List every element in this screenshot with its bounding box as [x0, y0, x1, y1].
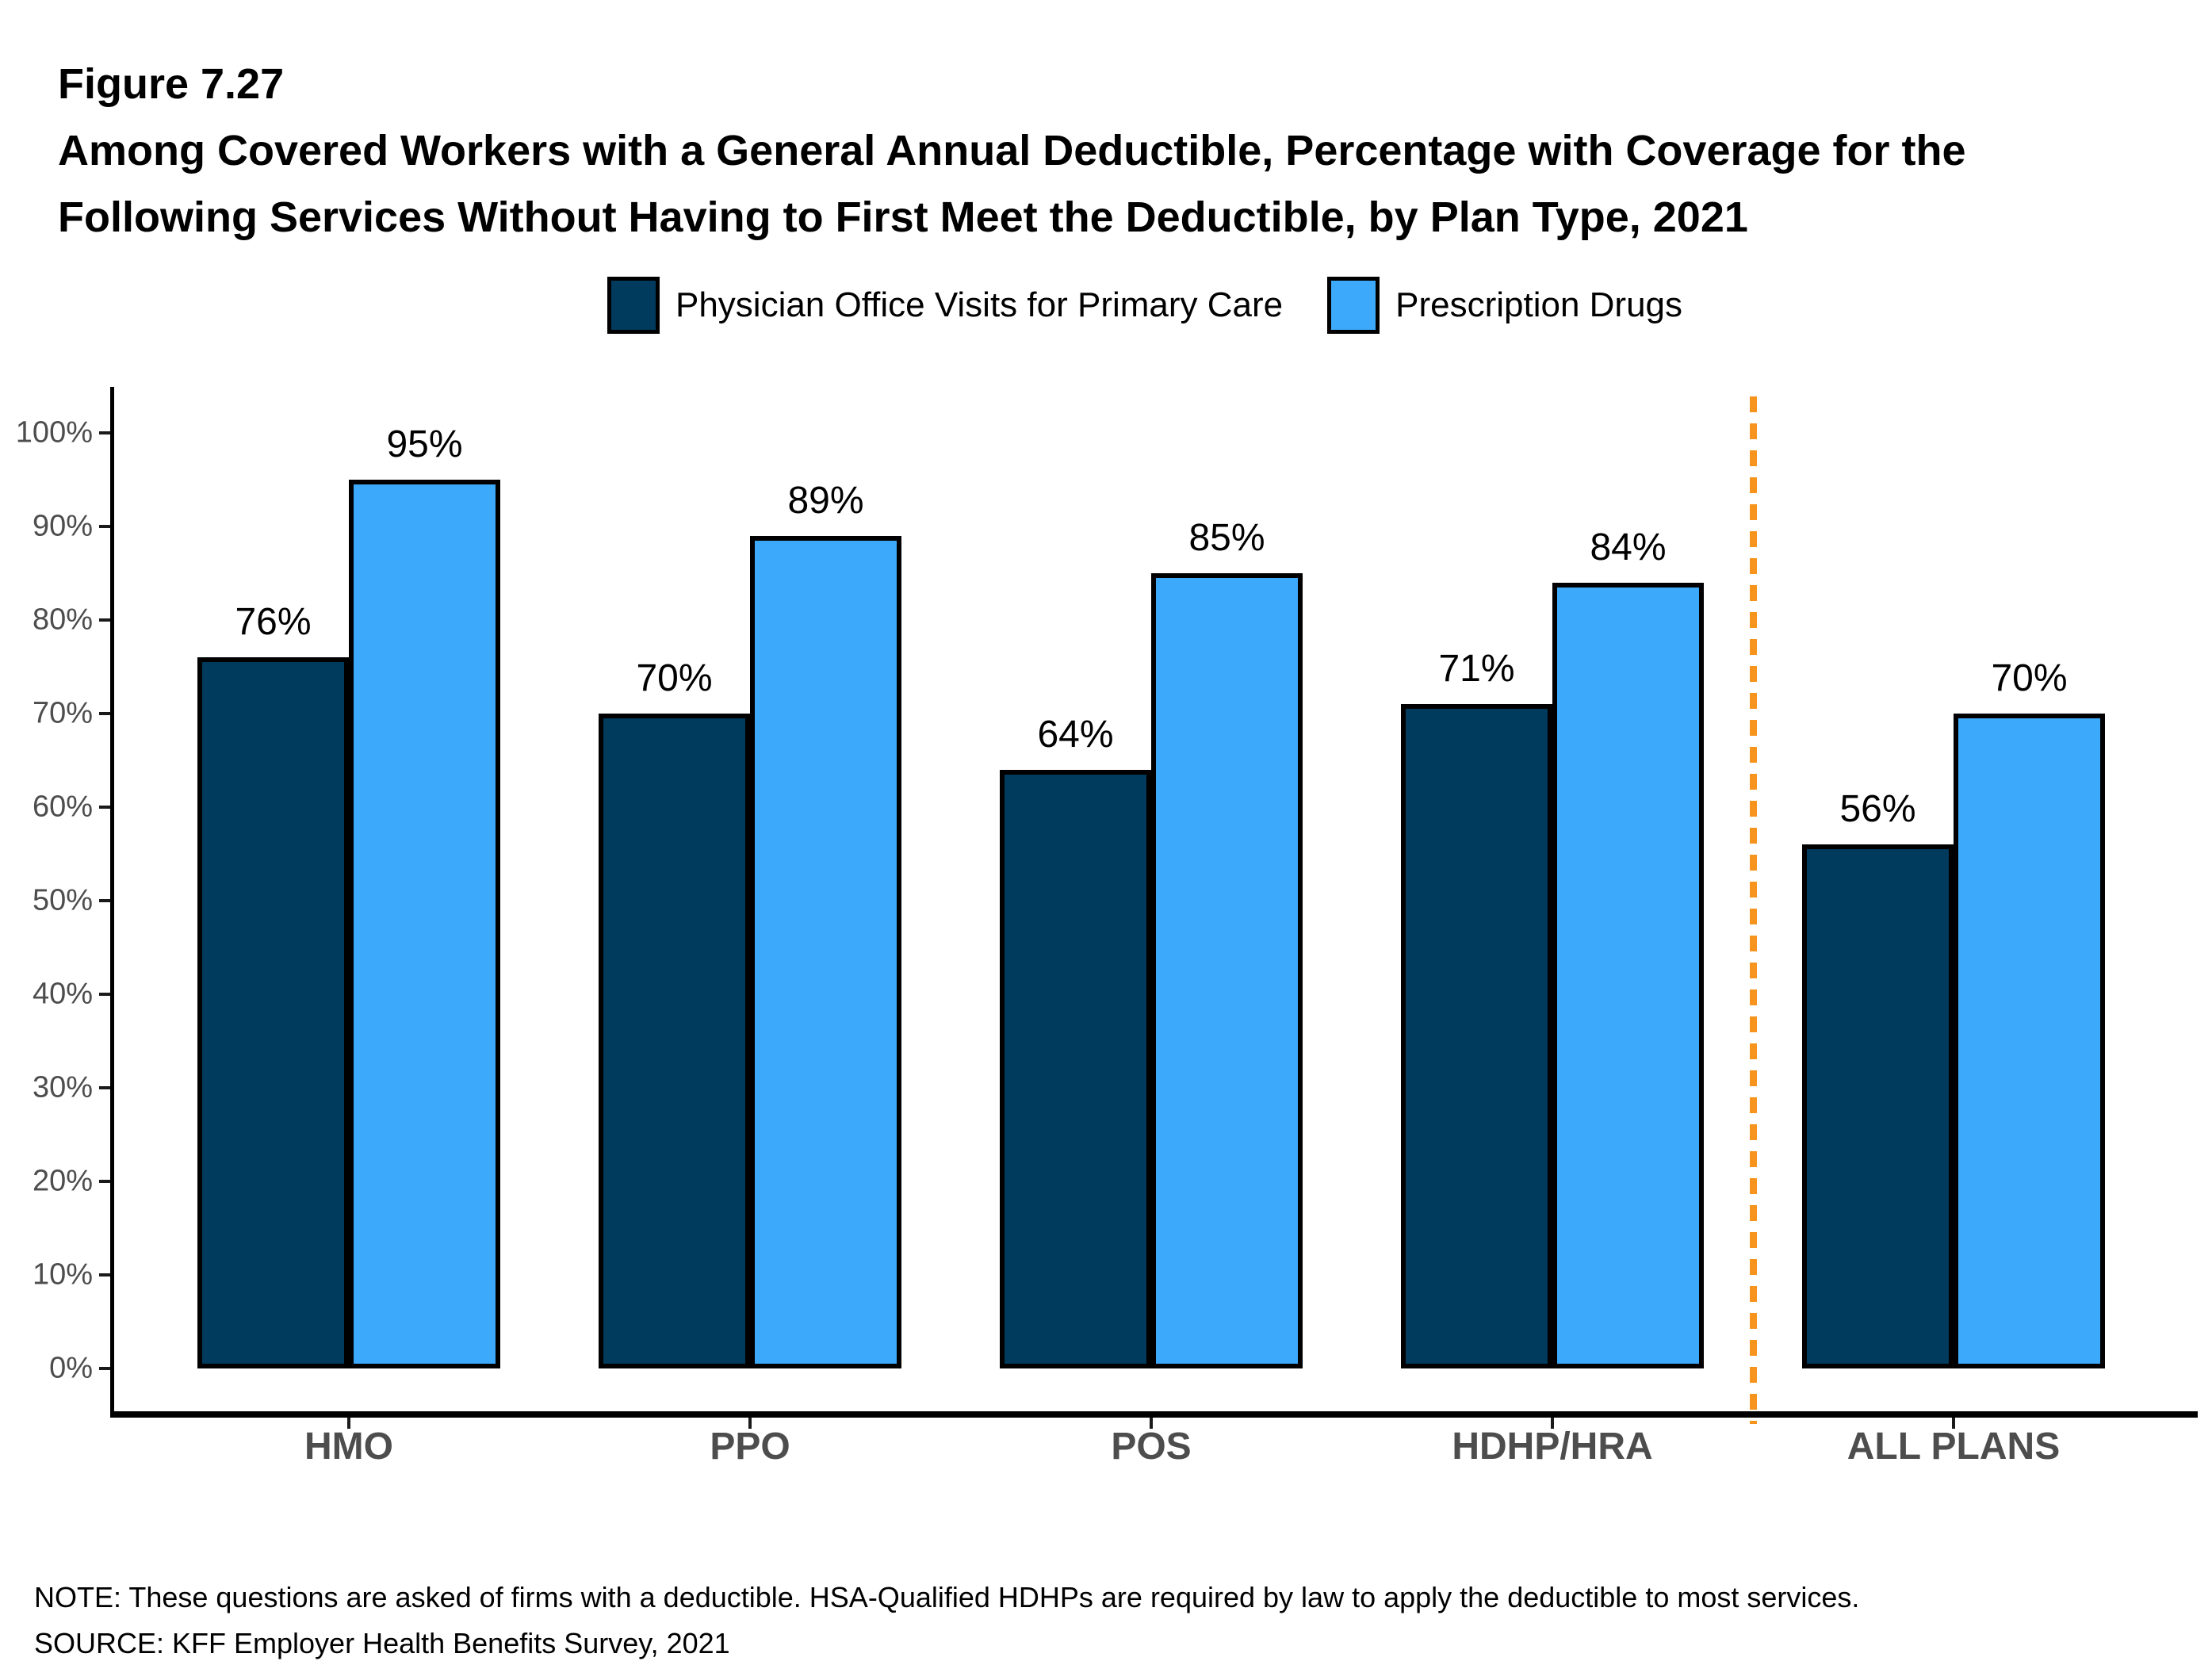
- y-tick-label: 60%: [32, 790, 93, 824]
- y-tick-mark: [99, 806, 110, 809]
- value-label: 64%: [1037, 714, 1114, 756]
- y-tick-mark: [99, 1180, 110, 1183]
- y-tick-mark: [99, 525, 110, 528]
- value-label: 76%: [235, 601, 312, 643]
- y-tick-label: 30%: [32, 1070, 93, 1104]
- value-label: 84%: [1590, 526, 1667, 568]
- y-tick-label: 70%: [32, 696, 93, 730]
- bar-hdhp-hra-primary-care: [1401, 704, 1552, 1368]
- y-tick-mark: [99, 1273, 110, 1276]
- x-tick-mark: [1551, 1418, 1554, 1429]
- value-label: 56%: [1839, 788, 1916, 830]
- figure-title-line2: Following Services Without Having to Fir…: [58, 193, 1748, 241]
- category-label: POS: [1111, 1426, 1192, 1468]
- x-tick-mark: [1952, 1418, 1955, 1429]
- category-label: ALL PLANS: [1847, 1426, 2061, 1468]
- bar-pos-prescription-drugs: [1151, 573, 1303, 1368]
- x-tick-mark: [1150, 1418, 1153, 1429]
- note-text: NOTE: These questions are asked of firms…: [34, 1581, 1860, 1613]
- y-tick-mark: [99, 1367, 110, 1370]
- y-tick-mark: [99, 618, 110, 622]
- y-tick-mark: [99, 712, 110, 715]
- y-tick-mark: [99, 431, 110, 434]
- y-tick-mark: [99, 993, 110, 996]
- x-tick-mark: [748, 1418, 752, 1429]
- category-label: HMO: [304, 1426, 393, 1468]
- y-tick-label: 40%: [32, 977, 93, 1011]
- figure-title-line1: Among Covered Workers with a General Ann…: [58, 127, 1966, 174]
- legend-swatch-icon: [607, 277, 660, 334]
- bar-all-plans-primary-care: [1802, 844, 1954, 1368]
- value-label: 70%: [1991, 657, 2068, 699]
- legend-swatch-icon: [1327, 277, 1380, 334]
- figure-number: Figure 7.27: [58, 60, 285, 108]
- legend-item-prescription-drugs: Prescription Drugs: [1327, 277, 1682, 334]
- bar-pos-primary-care: [1000, 770, 1151, 1368]
- category-label: PPO: [710, 1426, 790, 1468]
- bar-hmo-primary-care: [197, 657, 349, 1368]
- bar-ppo-prescription-drugs: [750, 536, 901, 1368]
- bar-hdhp-hra-prescription-drugs: [1552, 583, 1704, 1368]
- y-tick-label: 10%: [32, 1257, 93, 1292]
- value-label: 71%: [1438, 648, 1515, 690]
- y-tick-label: 20%: [32, 1164, 93, 1198]
- value-label: 85%: [1188, 517, 1265, 559]
- y-tick-label: 90%: [32, 509, 93, 543]
- plan-average-separator: [1750, 396, 1757, 1424]
- x-axis-line: [110, 1411, 2198, 1418]
- y-tick-label: 80%: [32, 603, 93, 637]
- legend: Physician Office Visits for Primary Care…: [110, 275, 2179, 335]
- y-axis-line: [110, 387, 114, 1417]
- footer-notes: NOTE: These questions are asked of firms…: [34, 1575, 1859, 1665]
- bar-all-plans-prescription-drugs: [1954, 714, 2105, 1368]
- bar-hmo-prescription-drugs: [349, 480, 500, 1368]
- legend-label: Prescription Drugs: [1395, 285, 1683, 324]
- bar-ppo-primary-care: [599, 714, 750, 1368]
- y-tick-label: 50%: [32, 883, 93, 917]
- title-block: Figure 7.27 Among Covered Workers with a…: [58, 51, 1966, 251]
- value-label: 89%: [787, 480, 864, 522]
- value-label: 70%: [636, 657, 713, 699]
- y-tick-label: 100%: [15, 415, 93, 450]
- y-tick-mark: [99, 899, 110, 902]
- y-tick-mark: [99, 1086, 110, 1089]
- x-tick-mark: [347, 1418, 350, 1429]
- value-label: 95%: [386, 423, 463, 465]
- legend-item-primary-care: Physician Office Visits for Primary Care: [607, 277, 1283, 334]
- legend-label: Physician Office Visits for Primary Care: [675, 285, 1284, 324]
- source-text: SOURCE: KFF Employer Health Benefits Sur…: [34, 1627, 730, 1659]
- y-tick-label: 0%: [49, 1351, 93, 1385]
- category-label: HDHP/HRA: [1452, 1426, 1653, 1468]
